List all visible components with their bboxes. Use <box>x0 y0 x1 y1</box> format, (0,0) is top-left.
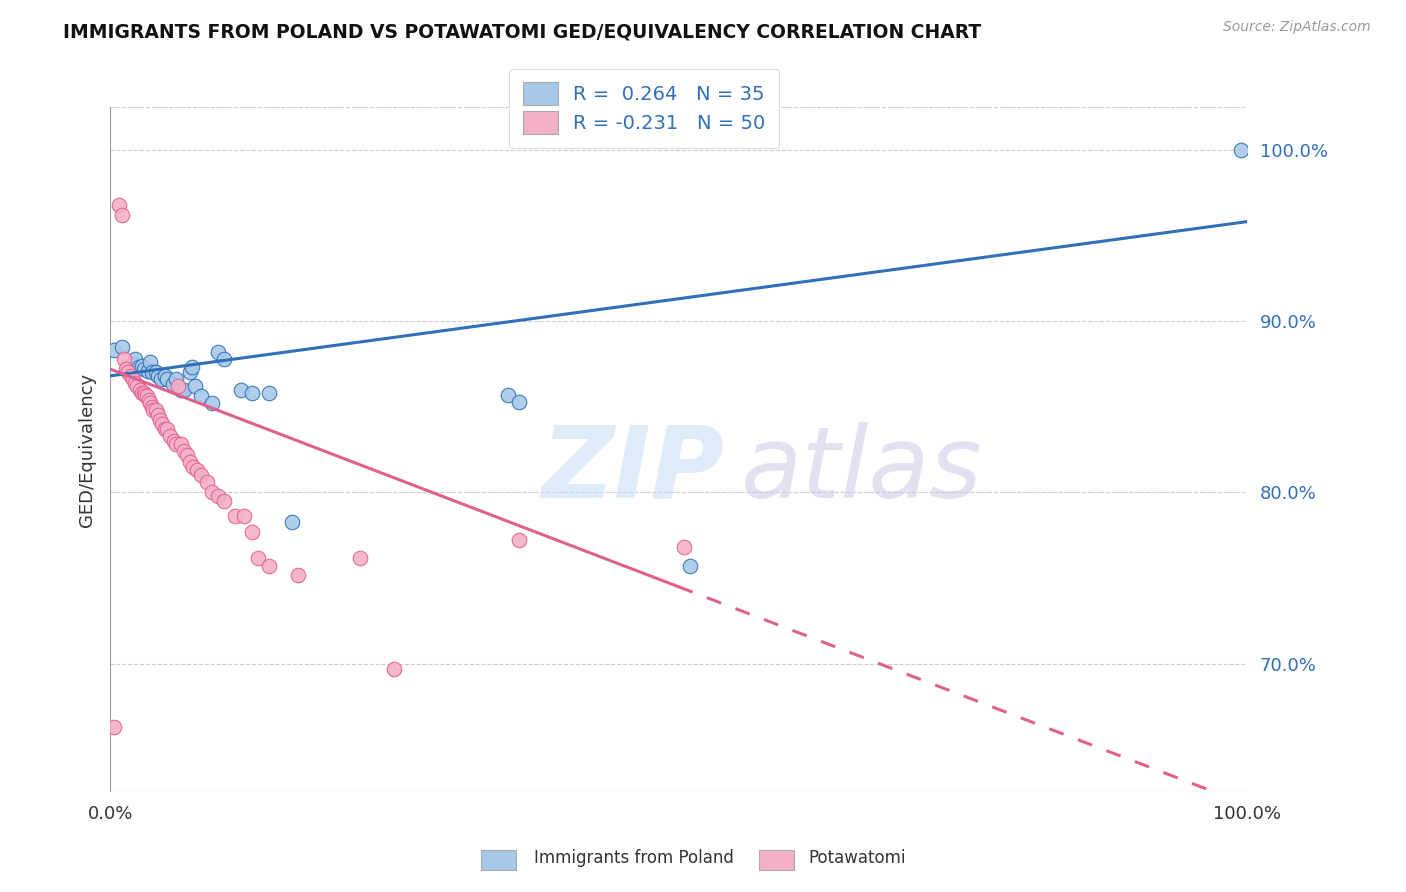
Point <box>195 475 218 490</box>
Point <box>145 403 167 417</box>
Point <box>207 489 229 503</box>
Point <box>131 386 153 401</box>
Point <box>156 422 179 436</box>
Point <box>134 386 156 401</box>
Point <box>122 357 145 371</box>
Point <box>103 343 125 358</box>
Point <box>165 372 187 386</box>
Point <box>127 379 149 393</box>
Point <box>179 366 201 380</box>
Point <box>212 351 235 366</box>
Point <box>508 394 530 409</box>
Point <box>169 437 191 451</box>
Point <box>259 559 281 574</box>
Point <box>145 366 167 380</box>
Point <box>207 345 229 359</box>
Point <box>117 366 139 380</box>
Legend: R =  0.264   N = 35, R = -0.231   N = 50: R = 0.264 N = 35, R = -0.231 N = 50 <box>509 69 779 147</box>
Point <box>508 533 530 548</box>
Text: Immigrants from Poland: Immigrants from Poland <box>534 849 734 867</box>
Point <box>142 403 165 417</box>
Point <box>115 362 138 376</box>
Point <box>287 567 309 582</box>
Text: Source: ZipAtlas.com: Source: ZipAtlas.com <box>1223 20 1371 34</box>
Point <box>201 485 224 500</box>
Point <box>181 360 204 375</box>
Point <box>240 524 263 539</box>
Point <box>186 463 208 477</box>
Point <box>135 389 157 403</box>
Point <box>153 422 176 436</box>
Text: atlas: atlas <box>741 422 983 518</box>
Point <box>184 379 207 393</box>
Point <box>156 372 179 386</box>
Point <box>349 550 371 565</box>
Point <box>150 372 173 386</box>
Point <box>131 359 153 373</box>
Text: IMMIGRANTS FROM POLAND VS POTAWATOMI GED/EQUIVALENCY CORRELATION CHART: IMMIGRANTS FROM POLAND VS POTAWATOMI GED… <box>63 22 981 41</box>
Point <box>139 355 162 369</box>
Point <box>240 386 263 401</box>
Point <box>673 541 696 555</box>
Point <box>163 434 186 448</box>
Point <box>110 340 132 354</box>
Text: ZIP: ZIP <box>541 422 725 518</box>
Point <box>190 389 212 403</box>
Point <box>120 368 142 383</box>
Point <box>138 392 160 407</box>
Point <box>146 409 169 423</box>
Point <box>112 351 135 366</box>
Point <box>173 383 195 397</box>
Text: Potawatomi: Potawatomi <box>808 849 905 867</box>
Point <box>141 400 163 414</box>
Point <box>181 459 204 474</box>
Point <box>149 413 172 427</box>
Point <box>115 360 138 375</box>
Point <box>128 360 150 375</box>
Point <box>165 437 187 451</box>
Point <box>496 388 519 402</box>
Point <box>259 386 281 401</box>
Point <box>128 383 150 397</box>
Point <box>108 197 131 211</box>
Point <box>169 383 191 397</box>
Point <box>152 417 174 431</box>
Point <box>136 364 159 378</box>
Point <box>103 720 125 734</box>
Point <box>224 509 246 524</box>
Point <box>110 208 132 222</box>
Point <box>146 368 169 383</box>
Point <box>212 494 235 508</box>
Point <box>122 372 145 386</box>
Point <box>233 509 256 524</box>
Point <box>179 454 201 468</box>
Point <box>229 383 252 397</box>
Point <box>173 444 195 458</box>
Point <box>134 362 156 376</box>
Point <box>382 662 405 676</box>
Point <box>134 388 156 402</box>
Point <box>176 448 198 462</box>
Point <box>124 351 146 366</box>
Point <box>246 550 269 565</box>
Point <box>201 396 224 410</box>
Point <box>153 368 176 383</box>
Y-axis label: GED/Equivalency: GED/Equivalency <box>79 373 96 526</box>
Point <box>679 559 702 574</box>
Point <box>1230 143 1253 157</box>
Point <box>159 429 181 443</box>
Point <box>124 376 146 390</box>
Point <box>139 396 162 410</box>
Point <box>281 515 304 529</box>
Point <box>167 379 190 393</box>
Point <box>141 366 163 380</box>
Point <box>162 377 184 392</box>
Point <box>190 468 212 483</box>
